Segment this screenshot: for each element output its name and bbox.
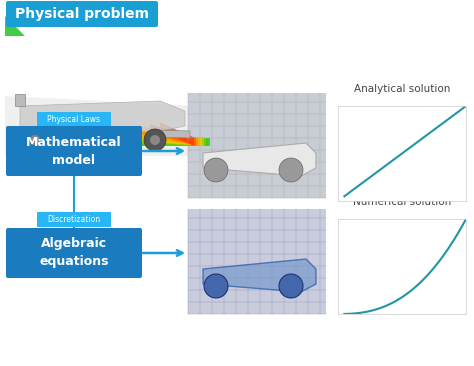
- Text: Mathematical
model: Mathematical model: [26, 135, 122, 167]
- FancyBboxPatch shape: [37, 212, 111, 227]
- Polygon shape: [150, 124, 196, 146]
- Polygon shape: [160, 122, 194, 146]
- Text: Physical problem: Physical problem: [15, 7, 149, 21]
- Bar: [188, 93, 326, 198]
- Polygon shape: [100, 134, 206, 146]
- Bar: [5, 28, 200, 156]
- FancyArrowPatch shape: [143, 250, 182, 256]
- Circle shape: [150, 135, 160, 145]
- Polygon shape: [5, 16, 25, 36]
- Polygon shape: [155, 130, 190, 138]
- Text: Discretization: Discretization: [47, 215, 100, 224]
- Polygon shape: [15, 94, 25, 106]
- Circle shape: [279, 158, 303, 182]
- Circle shape: [204, 158, 228, 182]
- FancyBboxPatch shape: [6, 228, 142, 278]
- Polygon shape: [203, 143, 316, 176]
- Bar: [188, 209, 326, 314]
- Circle shape: [204, 274, 228, 298]
- Polygon shape: [5, 96, 200, 156]
- Polygon shape: [203, 259, 316, 292]
- Polygon shape: [90, 136, 208, 146]
- Polygon shape: [120, 130, 202, 146]
- Text: Numerical solution: Numerical solution: [353, 197, 451, 207]
- Text: Analytical solution: Analytical solution: [354, 84, 450, 94]
- FancyBboxPatch shape: [37, 112, 111, 127]
- FancyBboxPatch shape: [6, 1, 158, 27]
- Circle shape: [144, 129, 166, 151]
- Text: Physical Laws: Physical Laws: [47, 115, 100, 124]
- FancyBboxPatch shape: [6, 126, 142, 176]
- Polygon shape: [140, 126, 198, 146]
- Polygon shape: [110, 132, 204, 146]
- Polygon shape: [80, 138, 210, 146]
- Circle shape: [279, 274, 303, 298]
- Circle shape: [24, 129, 46, 151]
- Circle shape: [30, 135, 40, 145]
- FancyArrowPatch shape: [143, 148, 182, 154]
- Polygon shape: [20, 101, 185, 136]
- Text: Algebraic
equations: Algebraic equations: [39, 238, 109, 269]
- Polygon shape: [130, 128, 200, 146]
